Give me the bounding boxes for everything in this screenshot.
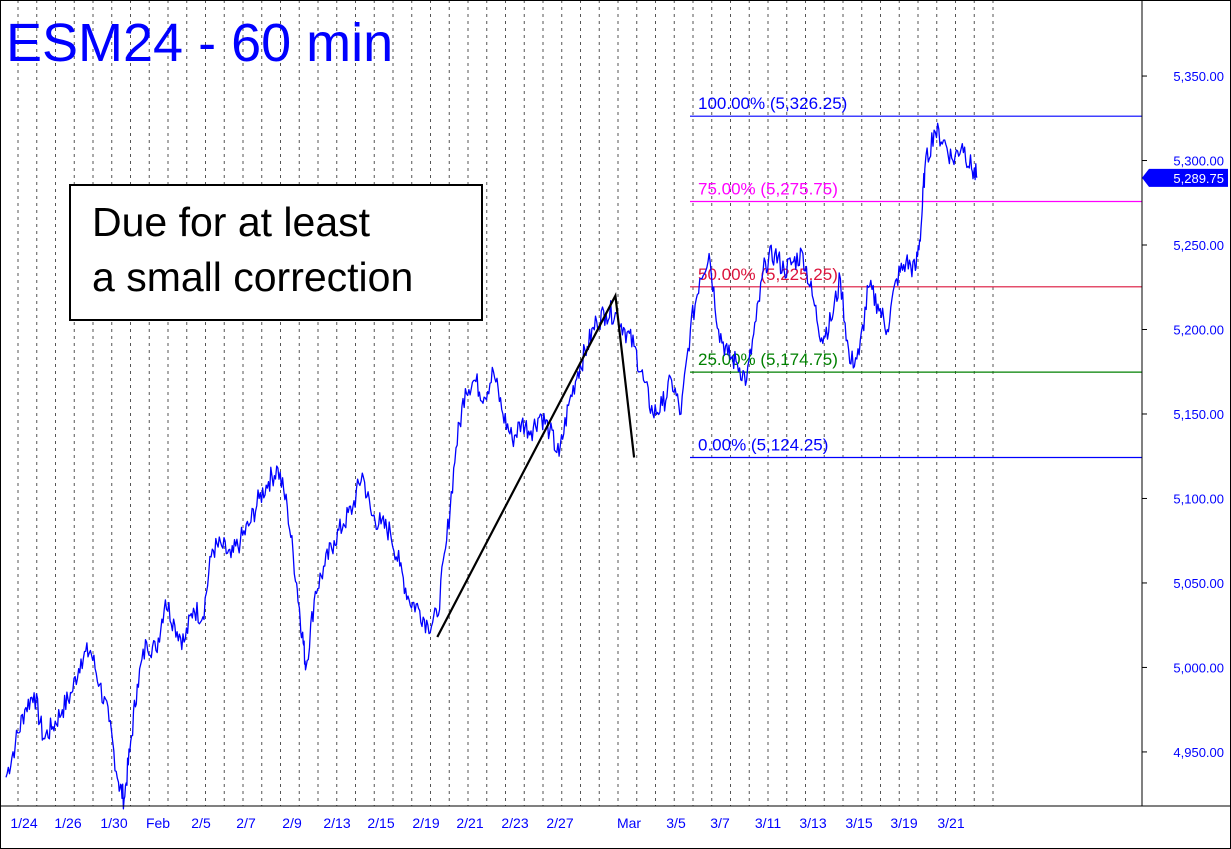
x-tick-label: 3/15	[845, 815, 872, 831]
last-price-label: 5,289.75	[1173, 171, 1224, 186]
vertical-gridlines	[17, 0, 994, 806]
x-tick-label: 2/9	[282, 815, 302, 831]
y-tick-label: 5,200.00	[1173, 322, 1224, 337]
x-tick-label: 1/26	[54, 815, 81, 831]
fib-level-label: 50.00% (5,225.25)	[698, 265, 838, 284]
x-tick-label: 1/30	[100, 815, 127, 831]
x-tick-label: 3/7	[710, 815, 730, 831]
chart-title: ESM24 - 60 min	[6, 13, 393, 73]
y-tick-label: 5,100.00	[1173, 491, 1224, 506]
annotation-line-1: Due for at least	[92, 199, 371, 245]
y-axis: 4,950.00 5,000.00 5,050.00 5,100.00 5,150.00…	[1142, 69, 1224, 760]
fib-level-label: 75.00% (5,275.75)	[698, 180, 838, 199]
last-price-tag	[1142, 168, 1228, 187]
x-tick-label: 3/13	[799, 815, 826, 831]
y-tick-label: 4,950.00	[1173, 745, 1224, 760]
x-tick-label: Feb	[146, 815, 170, 831]
x-tick-label: 2/7	[236, 815, 256, 831]
pattern-lines	[436, 292, 636, 638]
x-tick-label: 1/24	[10, 815, 37, 831]
y-tick-label: 5,150.00	[1173, 407, 1224, 422]
x-tick-label: Mar	[617, 815, 641, 831]
x-tick-label: 2/27	[546, 815, 573, 831]
x-tick-label: 3/5	[666, 815, 686, 831]
x-tick-label: 2/5	[191, 815, 211, 831]
x-tick-label: 2/13	[323, 815, 350, 831]
x-tick-label: 2/19	[412, 815, 439, 831]
y-tick-label: 5,050.00	[1173, 576, 1224, 591]
abc-pattern-line	[436, 292, 636, 638]
y-tick-label: 5,300.00	[1173, 154, 1224, 169]
price-line	[5, 122, 978, 810]
x-axis: 1/24 1/26 1/30 Feb 2/5 2/7 2/9 2/13 2/15 2/19 2/21…	[10, 815, 964, 831]
y-tick-label: 5,350.00	[1173, 69, 1224, 84]
y-tick-label: 5,000.00	[1173, 660, 1224, 675]
fib-level-label: 0.00% (5,124.25)	[698, 435, 828, 454]
price-series	[5, 122, 978, 810]
annotation-box: Due for at least a small correction	[69, 184, 483, 321]
last-price-marker: 5,289.75	[1142, 168, 1228, 187]
x-tick-label: 3/21	[937, 815, 964, 831]
x-tick-label: 3/19	[890, 815, 917, 831]
x-tick-label: 3/11	[755, 815, 781, 831]
x-tick-label: 2/23	[501, 815, 528, 831]
fib-level-label: 25.00% (5,174.75)	[698, 350, 838, 369]
x-tick-label: 2/21	[456, 815, 483, 831]
x-tick-label: 2/15	[367, 815, 394, 831]
annotation-line-2: a small correction	[92, 254, 413, 300]
fibonacci-levels: 100.00% (5,326.25) 75.00% (5,275.75) 50.00…	[690, 94, 1142, 459]
y-tick-label: 5,250.00	[1173, 238, 1224, 253]
fib-level-label: 100.00% (5,326.25)	[698, 94, 847, 113]
